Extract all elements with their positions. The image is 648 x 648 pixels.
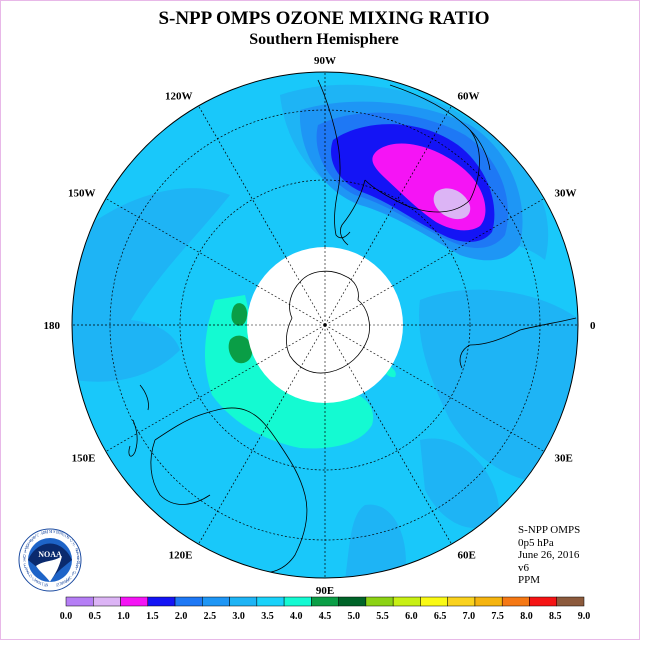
colorbar-swatch [420, 596, 448, 607]
info-block: S-NPP OMPS 0p5 hPa June 26, 2016 v6 PPM [518, 524, 580, 587]
colorbar-swatch [556, 596, 585, 607]
meridian-line [363, 392, 452, 545]
antarctica-outline [286, 270, 370, 374]
inner-meridian-line [324, 324, 393, 365]
meridian-line [198, 105, 287, 258]
info-version: v6 [518, 561, 529, 574]
colorbar-swatch [256, 596, 285, 607]
colorbar-tick-label: 1.0 [117, 611, 130, 622]
noaa-logo-ring-text: NATIONAL OCEANIC AND ATMOSPHERIC ADMINIS… [23, 530, 81, 588]
longitude-labels: 90W 60W 30W 0 30E 60E 90E 120E 150E 180 150W 120W [44, 55, 597, 597]
figure-title: S-NPP OMPS OZONE MIXING RATIO [158, 8, 490, 29]
info-level: 0p5 hPa [518, 536, 554, 549]
colorbar-swatch [283, 596, 312, 607]
colorbar-swatch [501, 596, 530, 607]
pole-marker [323, 323, 327, 327]
colorbar-swatch [65, 596, 94, 607]
longitude-label: 90W [314, 55, 336, 67]
colorbar-tick-label: 4.5 [318, 611, 332, 622]
inner-meridian-lines [247, 247, 403, 403]
colorbar-tick-label: 5.0 [347, 611, 361, 622]
info-units: PPM [518, 574, 541, 586]
colorbar-tick-label: 7.0 [462, 611, 476, 622]
colorbar-swatch [338, 596, 367, 607]
colorbar-swatch [202, 596, 230, 607]
colorbar-tick-label: 9.0 [577, 611, 591, 622]
longitude-label: 150W [68, 188, 96, 200]
colorbar-tick-label: 5.5 [376, 611, 389, 622]
colorbar-tick-label: 0.0 [59, 611, 73, 622]
inner-meridian-line [285, 324, 326, 393]
colorbar-tick-label: 3.5 [261, 611, 274, 622]
meridian-line [105, 198, 258, 287]
figure-frame [0, 0, 640, 640]
colorbar-swatch [311, 596, 339, 607]
info-date: June 26, 2016 [518, 549, 580, 561]
longitude-label: 60W [458, 91, 480, 103]
colorbar-tick-label: 8.0 [520, 611, 533, 622]
colorbar [65, 596, 585, 607]
longitude-label: 150E [72, 453, 96, 465]
colorbar-tick-label: 7.5 [491, 611, 504, 622]
info-instrument: S-NPP OMPS [518, 524, 581, 536]
colorbar-tick-label: 6.5 [433, 611, 447, 622]
longitude-label: 0 [590, 320, 596, 332]
colorbar-tick-label: 1.5 [146, 611, 159, 622]
colorbar-swatch [529, 596, 557, 607]
meridian-line [392, 198, 545, 287]
colorbar-swatch [93, 596, 121, 607]
colorbar-swatch [365, 596, 394, 607]
longitude-label: 120E [169, 549, 193, 561]
colorbar-swatch [174, 596, 203, 607]
meridian-line [363, 105, 452, 258]
colorbar-swatch [229, 596, 258, 607]
colorbar-swatch [392, 596, 421, 607]
inner-meridian-line [257, 285, 326, 326]
longitude-label: 90E [316, 585, 334, 597]
noaa-logo-text: NOAA [38, 550, 62, 559]
colorbar-swatch [147, 596, 176, 607]
meridian-line [105, 363, 258, 452]
longitude-label: 120W [165, 91, 193, 103]
inner-meridian-line [324, 324, 365, 393]
inner-meridian-line [324, 285, 393, 326]
colorbar-tick-label: 4.0 [289, 611, 303, 622]
colorbar-tick-label: 2.0 [174, 611, 188, 622]
meridian-line [198, 392, 287, 545]
longitude-label: 180 [44, 320, 61, 332]
colorbar-tick-label: 8.5 [548, 611, 562, 622]
longitude-label: 30W [554, 188, 576, 200]
meridian-lines [72, 72, 578, 578]
colorbar-tick-label: 0.5 [88, 611, 102, 622]
map-border [71, 71, 579, 579]
colorbar-swatch [474, 596, 503, 607]
noaa-logo: NOAA NATIONAL OCEANIC AND ATMOSPHERIC AD… [18, 528, 82, 592]
figure-subtitle: Southern Hemisphere [249, 31, 399, 48]
inner-meridian-line [324, 257, 365, 326]
colorbar-swatch [447, 596, 476, 607]
contour-4-0 [228, 303, 253, 364]
longitude-label: 30E [554, 453, 572, 465]
inner-meridian-line [285, 257, 326, 326]
colorbar-swatch [120, 596, 149, 607]
inner-meridian-line [257, 324, 326, 365]
meridian-line [392, 363, 545, 452]
colorbar-tick-label: 2.5 [203, 611, 217, 622]
colorbar-tick-label: 6.0 [405, 611, 418, 622]
longitude-label: 60E [458, 549, 476, 561]
colorbar-tick-label: 3.0 [232, 611, 245, 622]
